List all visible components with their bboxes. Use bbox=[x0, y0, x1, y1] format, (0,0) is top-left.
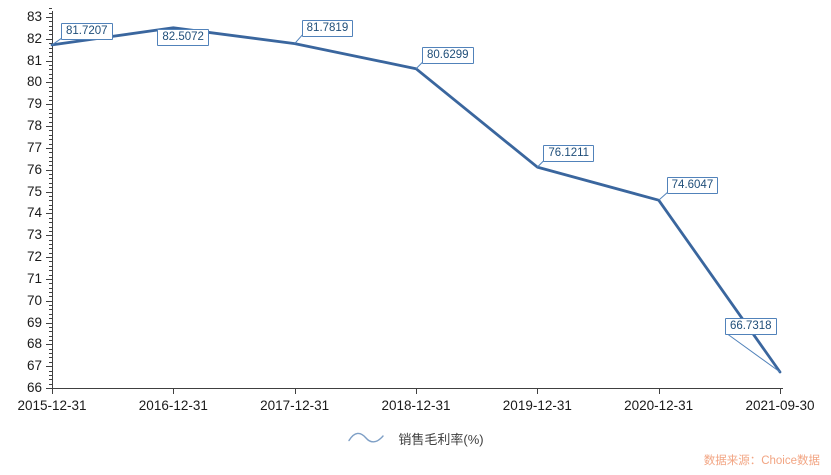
callout-leader-line bbox=[658, 191, 668, 201]
y-tick-label: 76 bbox=[26, 161, 42, 177]
x-tick-label: 2020-12-31 bbox=[624, 398, 694, 413]
x-tick-label: 2019-12-31 bbox=[502, 398, 572, 413]
data-label-2017-12-31: 81.7819 bbox=[301, 19, 354, 37]
y-tick-label: 68 bbox=[26, 336, 42, 352]
y-tick-label: 75 bbox=[26, 183, 42, 199]
data-label-2016-12-31: 82.5072 bbox=[157, 28, 209, 46]
data-label-2020-12-31: 74.6047 bbox=[666, 177, 719, 195]
y-tick-label: 78 bbox=[26, 118, 42, 134]
data-label-2021-09-30: 66.7318 bbox=[725, 318, 777, 336]
legend-label: 销售毛利率(%) bbox=[398, 431, 484, 447]
callout-leader-line bbox=[415, 61, 424, 70]
y-tick-label: 74 bbox=[26, 205, 42, 221]
legend-wave-line-icon bbox=[348, 432, 385, 443]
x-tick-label: 2021-09-30 bbox=[745, 398, 815, 413]
x-tick-label: 2018-12-31 bbox=[381, 398, 451, 413]
legend-item-gross-margin[interactable]: 销售毛利率(%) bbox=[0, 427, 831, 449]
y-tick-label: 80 bbox=[26, 74, 42, 90]
callout-leader-line bbox=[51, 37, 63, 46]
y-tick-label: 70 bbox=[26, 292, 42, 308]
callout-leader-line bbox=[725, 332, 781, 373]
y-tick-label: 77 bbox=[26, 139, 42, 155]
callout-leader-line bbox=[294, 34, 304, 44]
data-source-label: 数据来源：Choice数据 bbox=[703, 455, 820, 467]
series-line-gross-margin bbox=[50, 26, 782, 374]
data-label-2018-12-31: 80.6299 bbox=[422, 46, 474, 64]
x-tick-label: 2015-12-31 bbox=[17, 398, 87, 413]
data-label-2019-12-31: 76.1211 bbox=[543, 145, 595, 163]
y-tick-label: 81 bbox=[26, 52, 42, 68]
y-tick-label: 83 bbox=[26, 9, 42, 24]
data-label-2015-12-31: 81.7207 bbox=[61, 22, 113, 40]
y-tick-label: 67 bbox=[26, 358, 42, 374]
y-tick-label: 73 bbox=[26, 227, 42, 243]
y-tick-label: 66 bbox=[26, 380, 42, 395]
y-tick-label: 82 bbox=[26, 30, 42, 46]
x-tick-label: 2017-12-31 bbox=[260, 398, 330, 413]
y-tick-label: 72 bbox=[26, 249, 42, 265]
y-tick-label: 71 bbox=[26, 270, 42, 286]
y-tick-label: 79 bbox=[26, 96, 42, 112]
x-tick-label: 2016-12-31 bbox=[138, 398, 208, 413]
callout-leader-line bbox=[536, 159, 545, 168]
y-tick-label: 69 bbox=[26, 314, 42, 330]
